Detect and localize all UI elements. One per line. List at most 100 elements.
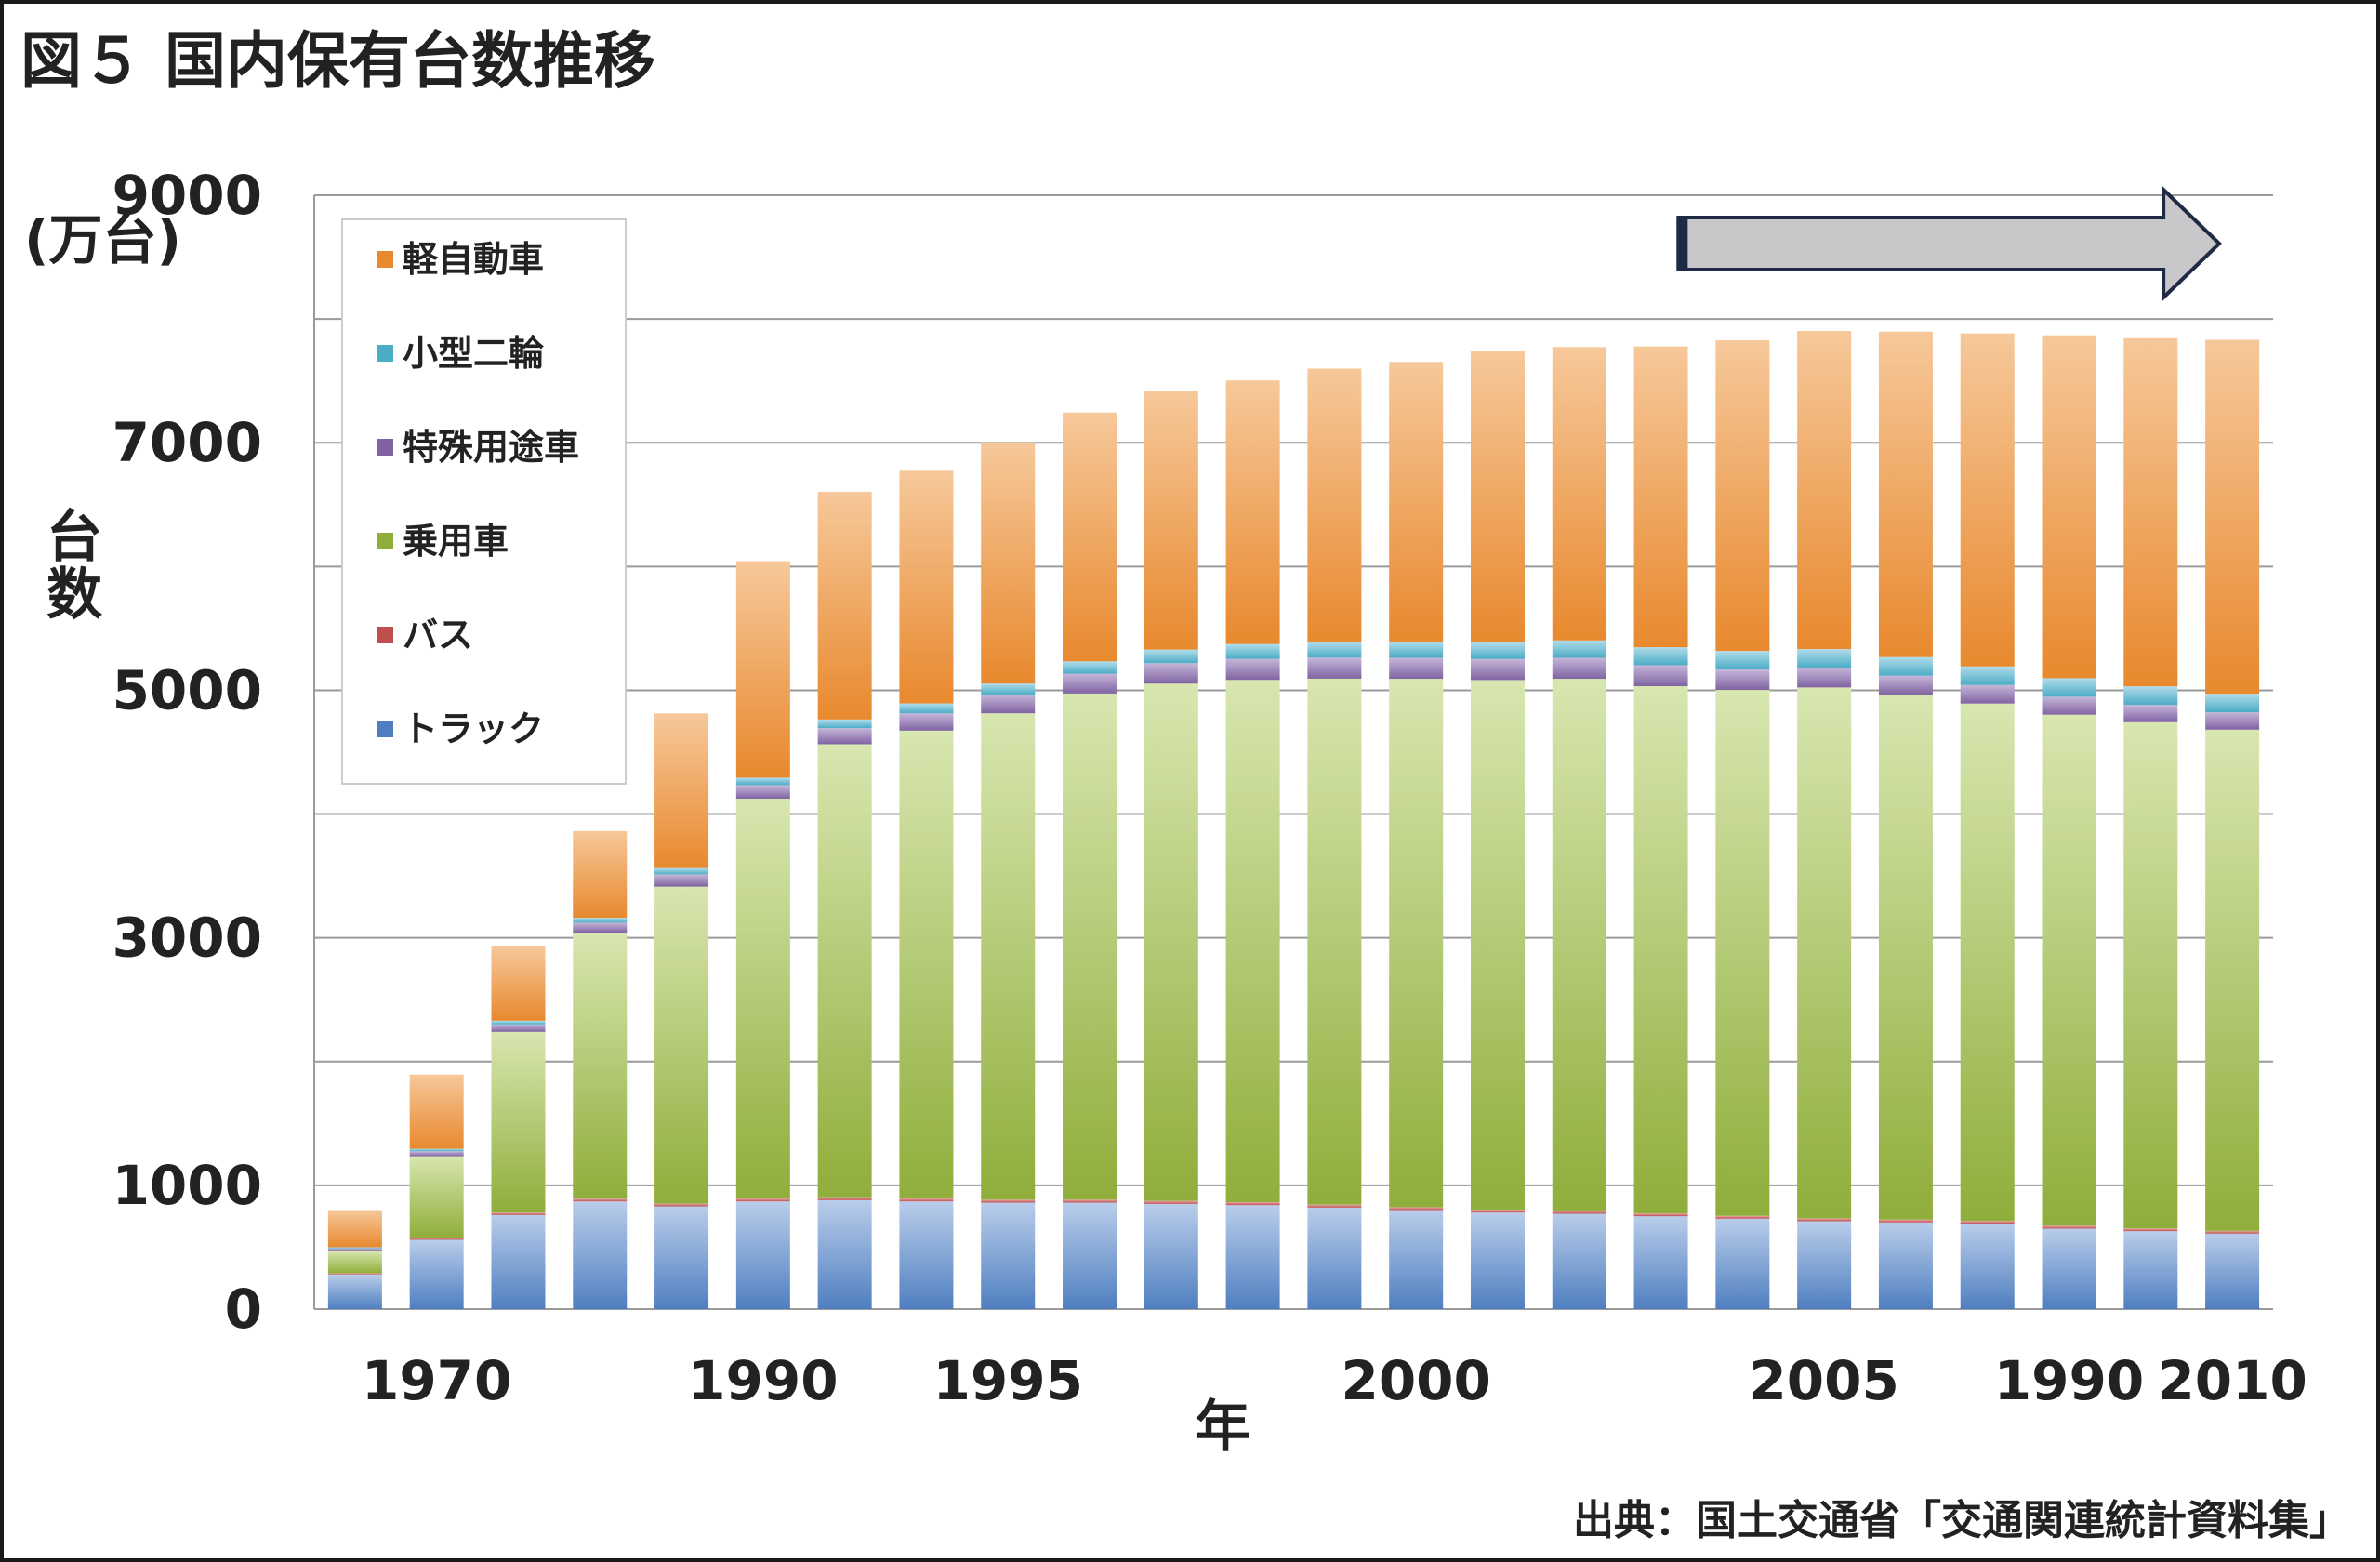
legend-label: バス [403, 615, 473, 655]
bar-segment [1797, 687, 1852, 1219]
bar-segment [1225, 1205, 1280, 1309]
bar-segment [327, 1274, 382, 1309]
bar-segment [1878, 1219, 1933, 1223]
bar-segment [1063, 693, 1117, 1200]
bar-segment [2205, 339, 2260, 695]
bar-segment [1878, 675, 1933, 695]
bar-segment [1063, 673, 1117, 694]
bar-segment [1225, 1201, 1280, 1206]
bar-segment [1715, 690, 1770, 1216]
bar-segment [1715, 1218, 1770, 1309]
bar-segment [409, 1151, 464, 1157]
legend-box [341, 218, 627, 785]
bar-segment [981, 442, 1036, 684]
bar-segment [654, 886, 709, 1204]
bar-segment [2042, 678, 2096, 697]
bar-segment [2205, 712, 2260, 730]
bar-segment [1144, 683, 1198, 1201]
legend-swatch [377, 721, 393, 737]
bar-segment [1715, 340, 1770, 652]
bar-segment [1307, 678, 1362, 1205]
x-tick-labels: 1970 1990 1995 2000 2005 1990 2010 [362, 1349, 2307, 1412]
bar-segment [1715, 669, 1770, 691]
y-tick-labels: 0 1000 3000 5000 7000 9000 [112, 164, 262, 1341]
bar-segment [1633, 1216, 1688, 1309]
bar-segment [409, 1156, 464, 1238]
x-tick-label: 2005 [1749, 1349, 1898, 1412]
y-tick-label: 9000 [112, 164, 262, 227]
bar-segment [899, 713, 954, 731]
bar-segment [981, 713, 1036, 1200]
x-tick-label: 1995 [933, 1349, 1083, 1412]
bar-segment [654, 713, 709, 868]
bar-segment [1225, 680, 1280, 1202]
bar-segment [2042, 1228, 2096, 1309]
bar-segment [1470, 658, 1525, 681]
legend-label: 乗用車 [403, 521, 509, 562]
bar-segment [1715, 651, 1770, 670]
bar-segment [735, 799, 790, 1198]
bar-segment [1389, 679, 1444, 1208]
x-axis-label: 年 [1195, 1395, 1250, 1460]
bar-segment [491, 1214, 546, 1309]
bar-segment [1878, 1222, 1933, 1309]
bars [327, 331, 2260, 1309]
bar-segment [2042, 335, 2096, 679]
bar-segment [2042, 714, 2096, 1226]
bar-segment [1307, 368, 1362, 642]
bar-segment [899, 1198, 954, 1202]
bar-segment [817, 744, 872, 1198]
bar-segment [1552, 347, 1606, 641]
legend-label: 特殊用途車 [403, 427, 579, 468]
bar-segment [735, 1201, 790, 1309]
bar-segment [1307, 657, 1362, 679]
bar-segment [2205, 729, 2260, 1231]
bar-segment [1063, 661, 1117, 674]
bar-segment [1307, 1207, 1362, 1309]
bar-segment [1797, 649, 1852, 668]
bar-segment [1960, 333, 2015, 667]
legend-swatch [377, 345, 393, 362]
bar-segment [2123, 1231, 2178, 1309]
bar-segment [1633, 346, 1688, 648]
bar-segment [1470, 1212, 1525, 1309]
bar-segment [1552, 640, 1606, 658]
arrow-tail [1676, 218, 1688, 270]
bar-segment [654, 867, 709, 875]
bar-segment [981, 1202, 1036, 1309]
bar-segment [1715, 1215, 1770, 1219]
legend-swatch [377, 251, 393, 268]
bar-segment [491, 1020, 546, 1025]
bar-segment [1389, 362, 1444, 642]
bar-segment [409, 1148, 464, 1152]
bar-segment [1633, 686, 1688, 1214]
bar-segment [1470, 680, 1525, 1211]
bar-segment [1225, 380, 1280, 644]
bar-segment [573, 922, 628, 933]
bar-segment [654, 1203, 709, 1207]
bar-segment [2042, 1225, 2096, 1229]
bar-segment [409, 1238, 464, 1240]
bar-segment [899, 730, 954, 1198]
bar-segment [1470, 1210, 1525, 1213]
bar-segment [573, 1198, 628, 1202]
bar-segment [817, 1199, 872, 1309]
bar-segment [1063, 412, 1117, 662]
bar-segment [1878, 695, 1933, 1220]
bar-segment [1470, 351, 1525, 642]
bar-segment [1389, 1210, 1444, 1309]
source-note: 出典：国土交通省「交通関連統計資料集」 [1573, 1497, 2350, 1544]
bar-segment [981, 683, 1036, 695]
bar-segment [735, 1198, 790, 1202]
legend-label: 軽自動車 [403, 239, 544, 280]
bar-segment [899, 1201, 954, 1309]
bar-segment [981, 1199, 1036, 1203]
bar-segment [1960, 703, 2015, 1222]
bar-segment [327, 1273, 382, 1275]
legend-swatch [377, 439, 393, 456]
bar-segment [1389, 657, 1444, 680]
bar-segment [1307, 1204, 1362, 1208]
bar-segment [1144, 1200, 1198, 1204]
